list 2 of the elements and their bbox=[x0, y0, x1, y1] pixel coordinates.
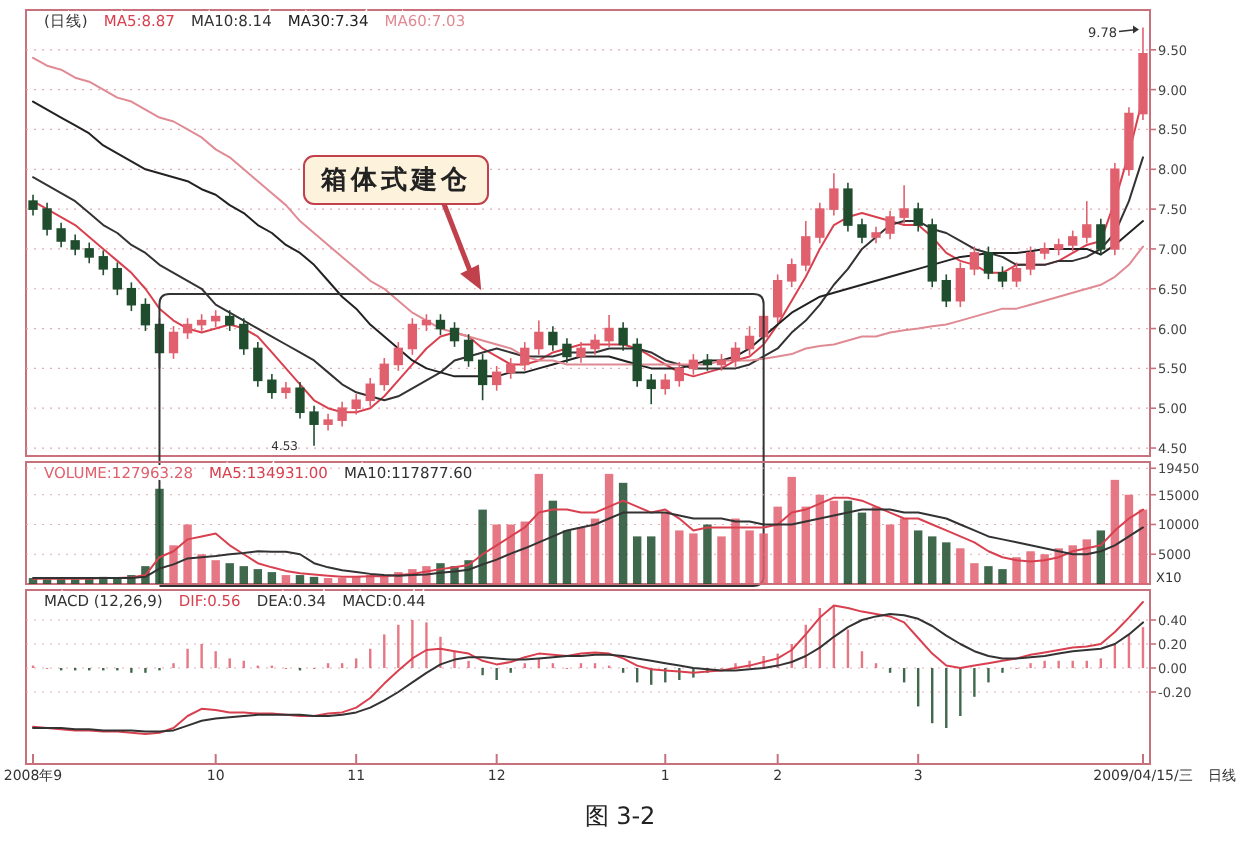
caption: 图 3-2 bbox=[584, 802, 656, 830]
annotation: 箱体式建仓 bbox=[319, 164, 471, 196]
